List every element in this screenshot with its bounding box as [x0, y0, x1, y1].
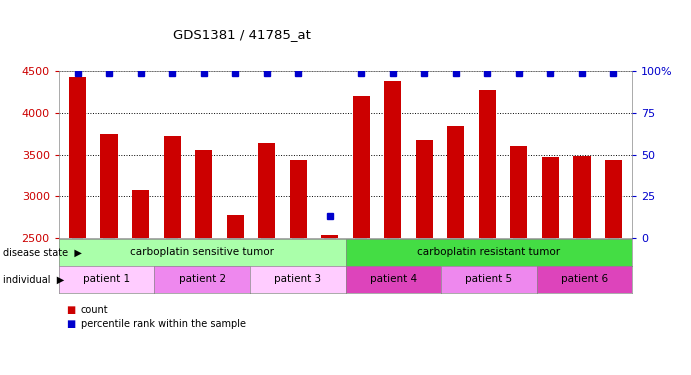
Text: patient 1: patient 1 [83, 274, 130, 284]
Bar [164, 136, 181, 238]
Text: patient 6: patient 6 [561, 274, 608, 284]
Bar [100, 134, 118, 238]
Text: individual  ▶: individual ▶ [3, 274, 65, 284]
Text: ■: ■ [66, 305, 75, 315]
Bar [290, 160, 307, 238]
Bar [573, 156, 591, 238]
Bar [227, 215, 244, 238]
Bar [69, 77, 86, 238]
Bar [542, 157, 559, 238]
Text: GDS1381 / 41785_at: GDS1381 / 41785_at [173, 28, 311, 41]
Text: patient 3: patient 3 [274, 274, 321, 284]
Text: carboplatin resistant tumor: carboplatin resistant tumor [417, 248, 560, 257]
Bar [321, 235, 339, 238]
Bar [447, 126, 464, 238]
Text: patient 4: patient 4 [370, 274, 417, 284]
Text: patient 5: patient 5 [465, 274, 513, 284]
Bar [415, 140, 433, 238]
Bar [352, 96, 370, 238]
Text: disease state  ▶: disease state ▶ [3, 248, 82, 257]
Bar [132, 190, 149, 238]
Bar [258, 143, 276, 238]
Bar [510, 146, 527, 238]
Text: count: count [81, 305, 108, 315]
Text: carboplatin sensitive tumor: carboplatin sensitive tumor [130, 248, 274, 257]
Text: patient 2: patient 2 [178, 274, 226, 284]
Bar [195, 150, 212, 238]
Bar [605, 160, 622, 238]
Text: percentile rank within the sample: percentile rank within the sample [81, 319, 246, 328]
Bar [479, 90, 496, 238]
Bar [384, 81, 401, 238]
Text: ■: ■ [66, 319, 75, 328]
